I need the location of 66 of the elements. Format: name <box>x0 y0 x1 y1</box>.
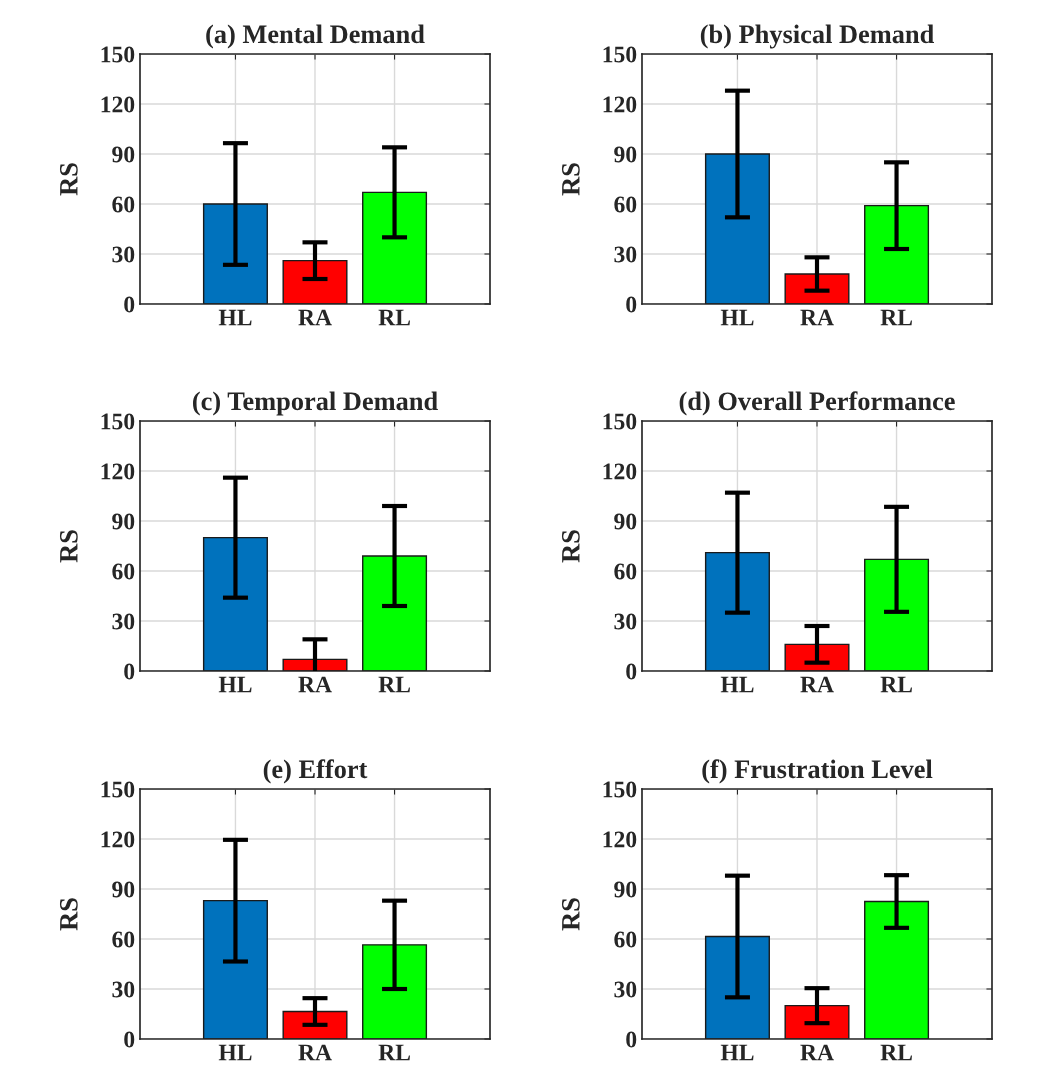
y-tick-label: 120 <box>603 463 637 480</box>
x-tick-label: HL <box>720 309 754 326</box>
x-tick-label: RL <box>880 1044 912 1061</box>
chart-title: (b) Physical Demand <box>700 24 934 49</box>
chart-title: (c) Temporal Demand <box>193 391 438 416</box>
x-tick-label: RL <box>378 309 410 326</box>
x-tick-label: RA <box>800 1044 834 1061</box>
y-tick-label: 0 <box>124 663 135 680</box>
y-tick-label: 0 <box>626 296 637 313</box>
x-tick-label: RA <box>800 676 834 693</box>
chart-title: (e) Effort <box>263 759 368 784</box>
y-tick-label: 120 <box>603 96 637 113</box>
y-tick-label: 60 <box>614 196 637 213</box>
chart-title: (d) Overall Performance <box>679 391 955 416</box>
x-tick-label: RA <box>298 1044 332 1061</box>
y-tick-label: 150 <box>101 46 135 63</box>
y-tick-label: 90 <box>614 513 637 530</box>
y-tick-label: 120 <box>101 463 135 480</box>
y-tick-label: 150 <box>101 413 135 430</box>
y-axis-title: RS <box>561 898 580 931</box>
y-tick-label: 60 <box>112 196 135 213</box>
y-tick-label: 30 <box>614 246 637 263</box>
y-tick-label: 30 <box>112 613 135 630</box>
y-tick-label: 150 <box>101 781 135 798</box>
x-tick-label: HL <box>218 309 252 326</box>
y-tick-label: 150 <box>603 781 637 798</box>
y-tick-label: 90 <box>112 146 135 163</box>
y-axis-title: RS <box>59 898 78 931</box>
y-axis-title: RS <box>561 530 580 563</box>
x-tick-label: RA <box>298 676 332 693</box>
x-tick-label: RA <box>800 309 834 326</box>
chart-title: (f) Frustration Level <box>702 759 933 784</box>
y-tick-label: 60 <box>112 563 135 580</box>
y-tick-label: 120 <box>101 96 135 113</box>
x-tick-label: RL <box>880 676 912 693</box>
y-axis-title: RS <box>59 163 78 196</box>
y-tick-label: 90 <box>614 146 637 163</box>
y-tick-label: 0 <box>626 1031 637 1048</box>
x-tick-label: RL <box>378 676 410 693</box>
y-tick-label: 60 <box>614 931 637 948</box>
y-tick-label: 0 <box>124 296 135 313</box>
y-tick-label: 30 <box>614 981 637 998</box>
chart-title: (a) Mental Demand <box>206 24 425 49</box>
y-tick-label: 0 <box>626 663 637 680</box>
y-tick-label: 120 <box>101 831 135 848</box>
x-tick-label: HL <box>218 1044 252 1061</box>
y-axis-title: RS <box>561 163 580 196</box>
y-axis-title: RS <box>59 530 78 563</box>
x-tick-label: RL <box>378 1044 410 1061</box>
y-tick-label: 90 <box>614 881 637 898</box>
y-tick-label: 90 <box>112 881 135 898</box>
x-tick-label: HL <box>720 1044 754 1061</box>
y-tick-label: 60 <box>614 563 637 580</box>
y-tick-label: 90 <box>112 513 135 530</box>
y-tick-label: 0 <box>124 1031 135 1048</box>
y-tick-label: 120 <box>603 831 637 848</box>
y-tick-label: 150 <box>603 46 637 63</box>
y-tick-label: 30 <box>614 613 637 630</box>
x-tick-label: RA <box>298 309 332 326</box>
y-tick-label: 60 <box>112 931 135 948</box>
y-tick-label: 150 <box>603 413 637 430</box>
x-tick-label: HL <box>720 676 754 693</box>
y-tick-label: 30 <box>112 981 135 998</box>
x-tick-label: RL <box>880 309 912 326</box>
x-tick-label: HL <box>218 676 252 693</box>
y-tick-label: 30 <box>112 246 135 263</box>
